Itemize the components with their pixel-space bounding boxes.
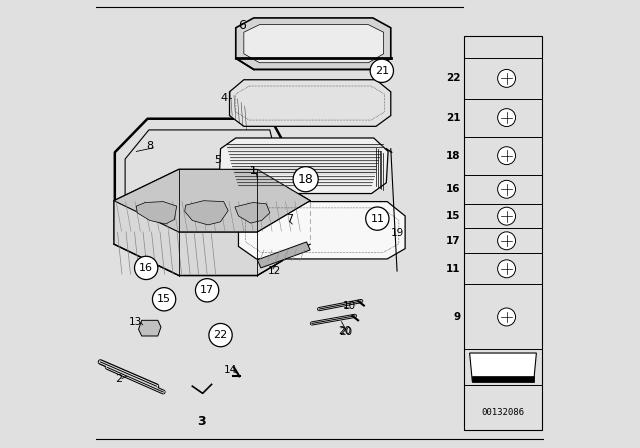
Text: 15: 15 xyxy=(157,294,171,304)
Text: 22: 22 xyxy=(213,330,228,340)
Polygon shape xyxy=(472,376,534,382)
Text: 16: 16 xyxy=(446,184,461,194)
Polygon shape xyxy=(257,242,310,268)
Polygon shape xyxy=(235,202,270,223)
Text: 20: 20 xyxy=(339,327,353,337)
Text: 10: 10 xyxy=(342,301,356,310)
Text: 17: 17 xyxy=(200,285,214,295)
Text: 16: 16 xyxy=(139,263,153,273)
Text: 8: 8 xyxy=(146,141,154,151)
Text: 6: 6 xyxy=(237,19,246,33)
Text: 7: 7 xyxy=(286,214,293,224)
Polygon shape xyxy=(185,201,228,225)
FancyBboxPatch shape xyxy=(464,36,541,430)
Circle shape xyxy=(370,59,394,82)
Text: 13: 13 xyxy=(129,317,142,327)
Polygon shape xyxy=(138,320,161,336)
Polygon shape xyxy=(470,353,536,382)
Text: 00132086: 00132086 xyxy=(481,408,525,417)
Polygon shape xyxy=(239,202,405,259)
Text: 9: 9 xyxy=(454,312,461,322)
Text: 3: 3 xyxy=(197,414,205,428)
Text: 21: 21 xyxy=(375,66,389,76)
Circle shape xyxy=(498,260,516,278)
Circle shape xyxy=(498,109,516,126)
Circle shape xyxy=(293,167,318,192)
Circle shape xyxy=(498,69,516,87)
Polygon shape xyxy=(219,138,388,194)
Text: 5: 5 xyxy=(214,155,221,165)
Text: 17: 17 xyxy=(446,236,461,246)
Text: 19: 19 xyxy=(390,228,404,238)
Text: 18: 18 xyxy=(298,172,314,186)
Text: 2: 2 xyxy=(115,374,122,383)
Polygon shape xyxy=(114,169,310,276)
Circle shape xyxy=(498,308,516,326)
Text: 20: 20 xyxy=(338,326,351,336)
Text: 11: 11 xyxy=(371,214,385,224)
Polygon shape xyxy=(230,80,391,126)
Text: 21: 21 xyxy=(446,112,461,123)
Polygon shape xyxy=(244,25,383,63)
Text: 15: 15 xyxy=(446,211,461,221)
Text: 1: 1 xyxy=(250,166,257,176)
Polygon shape xyxy=(136,202,177,224)
Circle shape xyxy=(498,232,516,250)
Circle shape xyxy=(498,180,516,198)
Circle shape xyxy=(498,207,516,225)
Text: 4: 4 xyxy=(220,93,227,103)
Text: 22: 22 xyxy=(446,73,461,83)
Polygon shape xyxy=(114,169,310,232)
Text: 11: 11 xyxy=(446,264,461,274)
Polygon shape xyxy=(236,18,391,69)
Circle shape xyxy=(365,207,389,230)
Circle shape xyxy=(195,279,219,302)
Circle shape xyxy=(498,147,516,164)
Circle shape xyxy=(134,256,158,280)
Text: 1: 1 xyxy=(250,166,257,176)
Circle shape xyxy=(152,288,176,311)
Text: 14: 14 xyxy=(224,365,237,375)
Text: 18: 18 xyxy=(446,151,461,161)
Circle shape xyxy=(209,323,232,347)
Text: 12: 12 xyxy=(268,266,281,276)
